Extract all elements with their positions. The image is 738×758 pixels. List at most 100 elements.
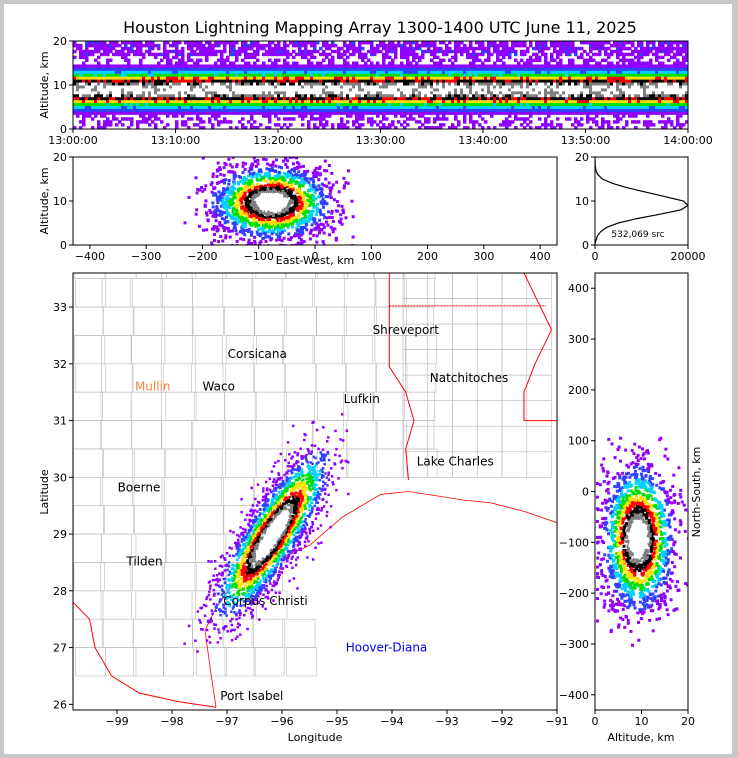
density-cell	[133, 43, 137, 48]
density-cell	[184, 82, 188, 86]
density-cell	[115, 82, 119, 86]
density-cell	[634, 85, 638, 89]
density-cell	[370, 120, 374, 124]
density-cell	[364, 64, 368, 68]
density-cell	[85, 58, 89, 63]
density-cell	[349, 82, 353, 86]
density-cell	[196, 123, 200, 127]
density-cell	[232, 67, 236, 71]
density-cell	[106, 105, 110, 109]
density-cell	[400, 70, 404, 74]
density-cell	[160, 108, 164, 112]
density-cell	[346, 43, 350, 48]
density-cell	[247, 46, 251, 51]
density-cell	[193, 43, 197, 48]
density-cell	[580, 67, 584, 71]
density-cell	[274, 93, 278, 98]
density-cell	[277, 49, 281, 54]
density-cell	[667, 108, 671, 112]
density-cell	[259, 93, 263, 98]
density-cell	[253, 111, 257, 115]
density-cell	[466, 64, 470, 68]
density-cell	[634, 82, 638, 86]
density-cell	[649, 64, 653, 68]
density-cell	[685, 82, 688, 86]
density-cell	[118, 67, 122, 71]
density-cell	[325, 64, 329, 68]
density-cell	[73, 76, 77, 80]
density-cell	[487, 52, 491, 57]
density-cell	[634, 73, 638, 77]
density-cell	[682, 76, 686, 80]
density-cell	[163, 108, 167, 112]
density-cell	[243, 233, 247, 237]
density-cell	[82, 61, 86, 65]
density-cell	[562, 99, 566, 104]
density-cell	[211, 90, 215, 95]
density-cell	[364, 79, 368, 83]
density-cell	[253, 93, 257, 98]
density-cell	[676, 105, 680, 109]
density-cell	[136, 46, 140, 51]
density-cell	[598, 61, 602, 65]
density-cell	[622, 41, 626, 45]
density-cell	[469, 43, 473, 48]
density-cell	[151, 108, 155, 112]
density-cell	[118, 108, 122, 112]
density-cell	[553, 87, 557, 92]
density-cell	[457, 85, 461, 89]
density-cell	[319, 85, 323, 89]
density-cell	[298, 105, 302, 109]
density-cell	[133, 41, 137, 45]
density-cell	[118, 79, 122, 83]
density-cell	[79, 85, 83, 89]
density-cell	[136, 85, 140, 89]
density-cell	[271, 99, 275, 104]
density-cell	[550, 123, 554, 127]
density-cell	[100, 114, 104, 118]
density-cell	[532, 99, 536, 104]
density-cell	[265, 105, 269, 109]
density-cell	[550, 85, 554, 89]
density-cell	[532, 58, 536, 63]
density-cell	[355, 79, 359, 83]
density-cell	[106, 93, 110, 98]
density-cell	[295, 52, 299, 57]
density-cell	[562, 67, 566, 71]
density-cell	[508, 82, 512, 86]
density-cell	[667, 87, 671, 92]
density-cell	[232, 93, 236, 98]
density-cell	[223, 76, 227, 80]
density-cell	[622, 70, 626, 74]
density-cell	[484, 67, 488, 71]
density-cell	[640, 82, 644, 86]
density-cell	[415, 79, 419, 83]
density-cell	[157, 73, 161, 77]
density-cell	[436, 85, 440, 89]
density-cell	[403, 73, 407, 77]
density-cell	[271, 105, 275, 109]
density-cell	[235, 87, 239, 92]
density-cell	[193, 67, 197, 71]
density-cell	[556, 105, 560, 109]
density-cell	[634, 99, 638, 104]
density-cell	[649, 96, 653, 101]
density-cell	[214, 49, 218, 54]
density-cell	[637, 49, 641, 54]
density-cell	[517, 43, 521, 48]
density-cell	[433, 52, 437, 57]
density-cell	[247, 111, 251, 115]
density-cell	[109, 96, 113, 101]
density-cell	[655, 90, 659, 95]
density-cell	[289, 105, 293, 109]
density-cell	[256, 108, 260, 112]
density-cell	[274, 64, 278, 68]
density-cell	[208, 120, 212, 124]
density-cell	[151, 114, 155, 118]
density-cell	[514, 82, 518, 86]
density-cell	[214, 41, 218, 45]
density-cell	[649, 90, 653, 95]
density-cell	[592, 90, 596, 95]
density-cell	[160, 105, 164, 109]
density-cell	[196, 105, 200, 109]
